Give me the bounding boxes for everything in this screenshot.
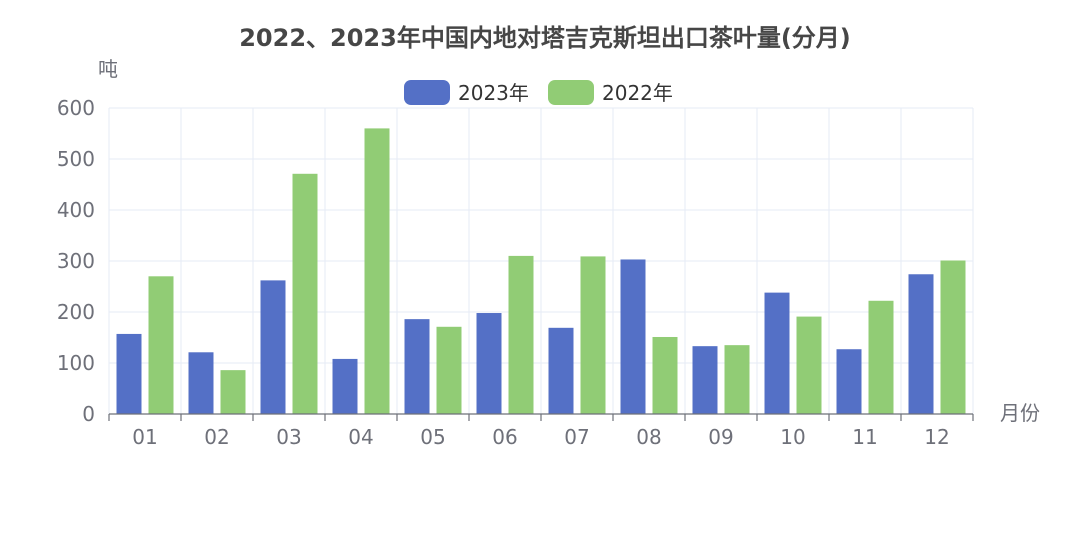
- bar-series-a-08: [620, 259, 646, 414]
- x-tick-label: 02: [204, 425, 229, 449]
- x-tick-label: 12: [924, 425, 949, 449]
- bar-series-b-08: [652, 336, 678, 414]
- x-tick-label: 04: [348, 425, 373, 449]
- bars: [116, 128, 966, 414]
- bar-series-b-11: [868, 300, 894, 414]
- x-tick-label: 09: [708, 425, 733, 449]
- chart-title: 2022、2023年中国内地对塔吉克斯坦出口茶叶量(分月): [239, 24, 851, 52]
- bar-series-a-10: [764, 292, 790, 414]
- legend[interactable]: 2023年 2022年: [404, 80, 673, 105]
- x-tick-label: 11: [852, 425, 877, 449]
- legend-item[interactable]: 2022年: [548, 80, 673, 105]
- bar-series-b-05: [436, 326, 462, 414]
- bar-series-b-09: [724, 345, 750, 414]
- bar-series-a-03: [260, 280, 286, 414]
- bar-series-a-06: [476, 313, 502, 414]
- bar-series-a-11: [836, 349, 862, 414]
- y-tick-label: 200: [57, 300, 95, 324]
- bar-series-b-10: [796, 316, 822, 414]
- x-tick-label: 08: [636, 425, 661, 449]
- legend-swatch: [548, 80, 594, 105]
- gridlines: [108, 107, 974, 414]
- y-axis-label: 吨: [98, 57, 118, 81]
- bar-series-b-02: [220, 370, 246, 414]
- bar-series-a-07: [548, 327, 574, 414]
- bar-series-b-04: [364, 128, 390, 414]
- y-axis-ticks: 0 100 200 300 400 500 600: [57, 96, 95, 426]
- bar-series-b-12: [940, 260, 966, 414]
- bar-series-a-01: [116, 333, 142, 414]
- y-tick-label: 600: [57, 96, 95, 120]
- x-tick-label: 07: [564, 425, 589, 449]
- x-tick-label: 05: [420, 425, 445, 449]
- y-tick-label: 300: [57, 249, 95, 273]
- bar-series-b-07: [580, 256, 606, 414]
- x-axis: 01 02 03 04 05 06 07 08 09 10 11 12: [108, 413, 974, 449]
- x-tick-label: 10: [780, 425, 805, 449]
- bar-series-a-12: [908, 274, 934, 414]
- y-tick-label: 400: [57, 198, 95, 222]
- x-axis-label: 月份: [1000, 401, 1040, 425]
- bar-series-b-06: [508, 255, 534, 414]
- bar-series-b-01: [148, 276, 174, 414]
- y-tick-label: 100: [57, 351, 95, 375]
- x-tick-label: 06: [492, 425, 517, 449]
- y-tick-label: 0: [82, 402, 95, 426]
- legend-item[interactable]: 2023年: [404, 80, 529, 105]
- bar-series-a-09: [692, 346, 718, 414]
- legend-label: 2023年: [458, 81, 529, 105]
- legend-swatch: [404, 80, 450, 105]
- bar-series-b-03: [292, 173, 318, 414]
- bar-series-a-02: [188, 352, 214, 414]
- x-tick-label: 03: [276, 425, 301, 449]
- bar-series-a-04: [332, 358, 358, 414]
- x-tick-label: 01: [132, 425, 157, 449]
- legend-label: 2022年: [602, 81, 673, 105]
- bar-series-a-05: [404, 319, 430, 414]
- y-tick-label: 500: [57, 147, 95, 171]
